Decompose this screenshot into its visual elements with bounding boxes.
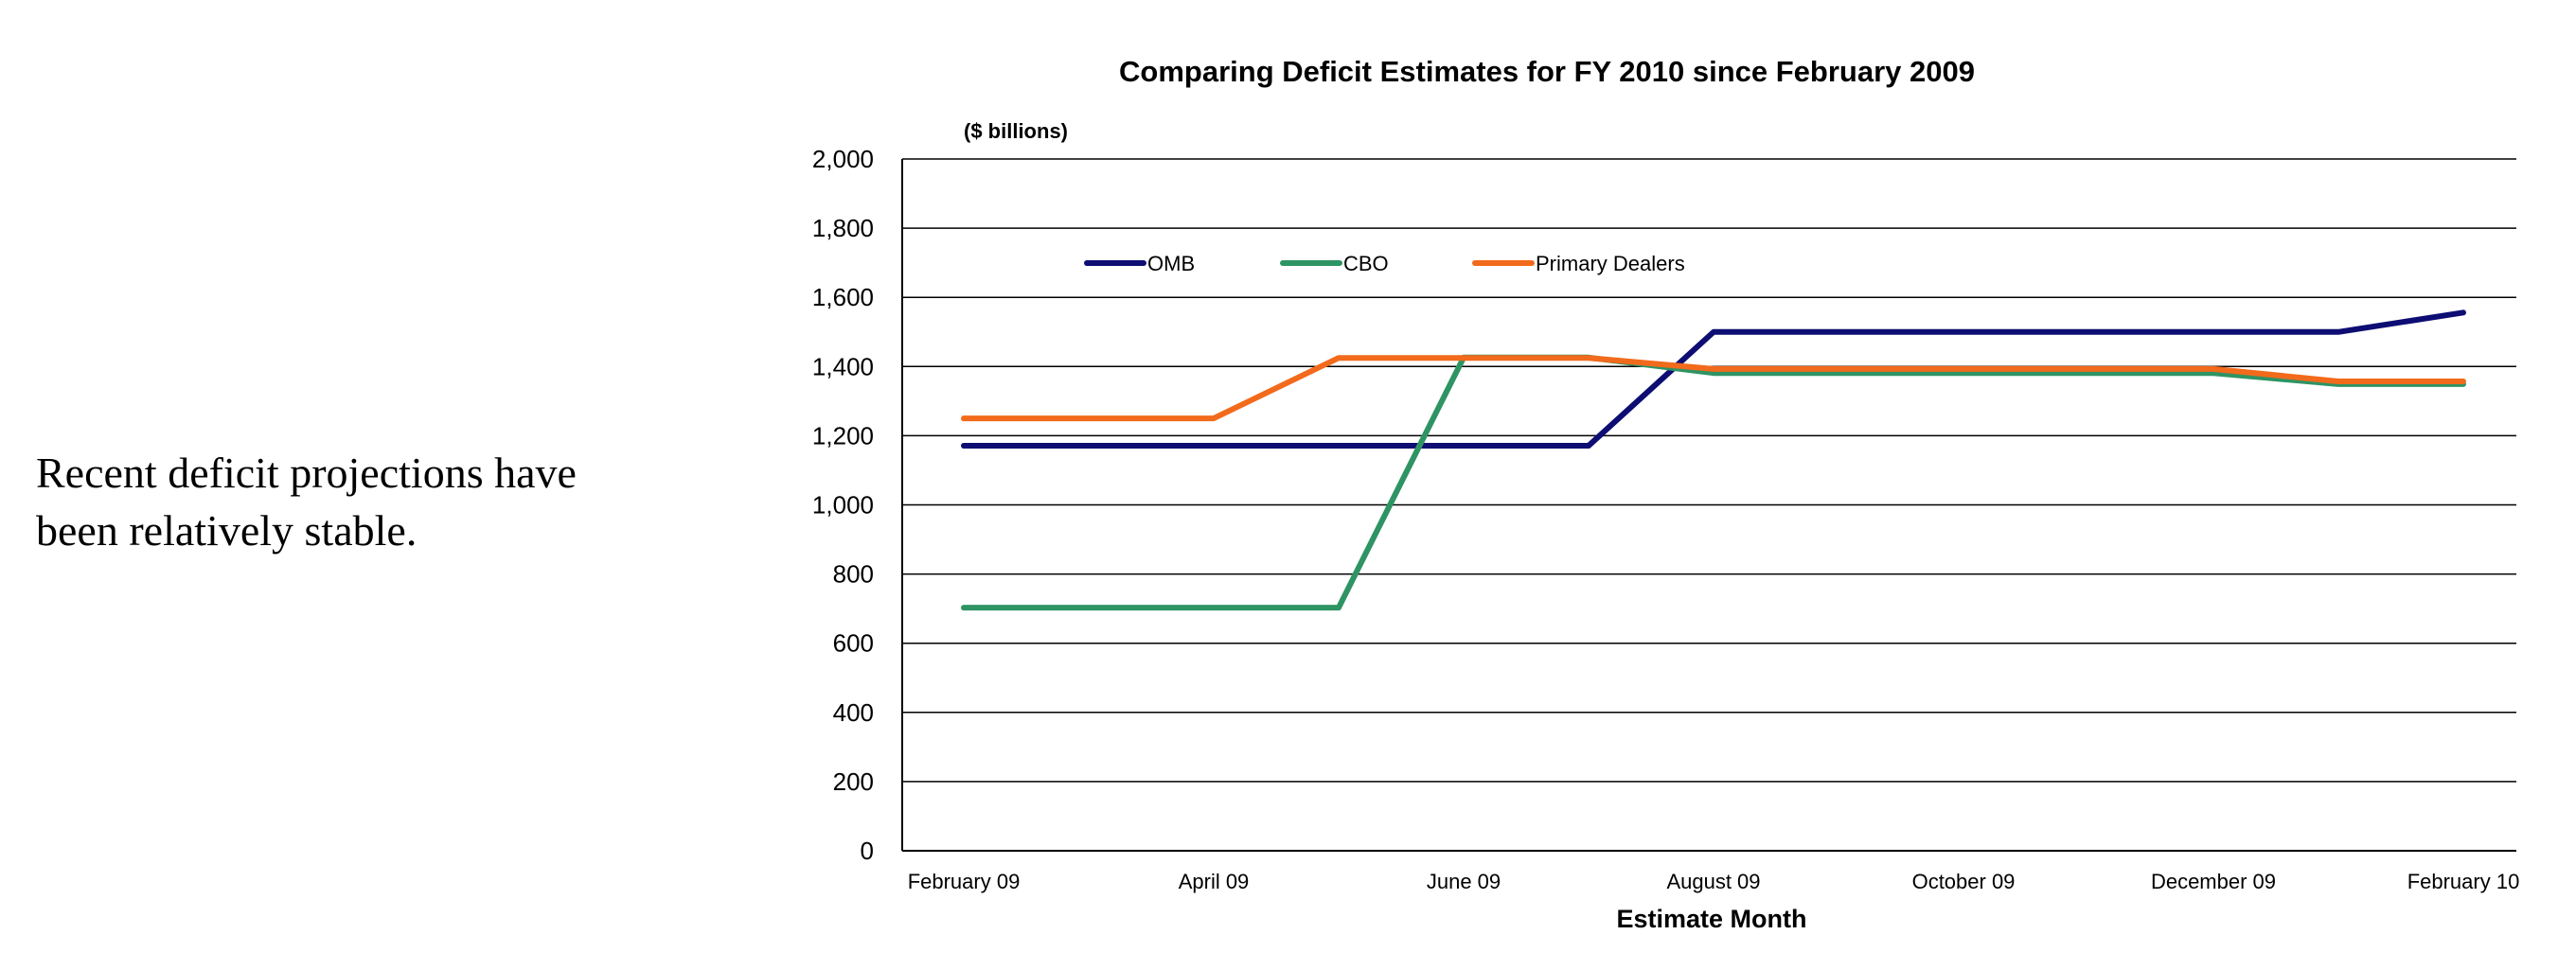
x-axis-title: Estimate Month: [1616, 905, 1806, 933]
series-line-omb: [961, 309, 2466, 449]
x-tick-label: February 10: [2407, 870, 2520, 893]
axes: [901, 159, 2516, 852]
y-tick-label: 1,800: [812, 214, 874, 242]
gridlines: [902, 158, 2516, 783]
x-tick-label: August 09: [1666, 870, 1760, 893]
x-tick-labels: February 09 April 09 June 09 August 09 Octob…: [908, 870, 2520, 893]
series-lines: [961, 309, 2466, 611]
x-tick-label: December 09: [2151, 870, 2276, 893]
y-tick-label: 1,200: [812, 421, 874, 450]
x-tick-label: February 09: [908, 870, 1021, 893]
x-tick-label: April 09: [1179, 870, 1250, 893]
series-line-primary-dealers: [961, 355, 2466, 422]
chart-title: Comparing Deficit Estimates for FY 2010 …: [1119, 55, 1975, 88]
legend-label-primary-dealers: Primary Dealers: [1536, 252, 1685, 275]
y-tick-label: 1,400: [812, 352, 874, 380]
x-tick-label: October 09: [1912, 870, 2016, 893]
legend: OMB CBO Primary Dealers: [1084, 252, 1685, 275]
y-tick-label: 800: [833, 560, 874, 589]
y-tick-label: 1,000: [812, 491, 874, 520]
series-line-cbo: [961, 354, 2466, 611]
y-tick-label: 200: [833, 767, 874, 796]
y-unit-label: ($ billions): [964, 119, 1068, 143]
y-tick-label: 0: [861, 837, 874, 865]
legend-label-omb: OMB: [1147, 252, 1195, 275]
y-tick-label: 400: [833, 698, 874, 727]
y-tick-label: 2,000: [812, 145, 874, 173]
legend-label-cbo: CBO: [1343, 252, 1389, 275]
x-tick-label: June 09: [1427, 870, 1501, 893]
y-tick-labels: 0 200 400 600 800 1,000 1,200 1,400 1,600 1,800 2,…: [812, 145, 874, 865]
y-tick-label: 600: [833, 629, 874, 658]
side-note-text: Recent deficit projections have been rel…: [36, 449, 577, 555]
y-tick-label: 1,600: [812, 283, 874, 311]
